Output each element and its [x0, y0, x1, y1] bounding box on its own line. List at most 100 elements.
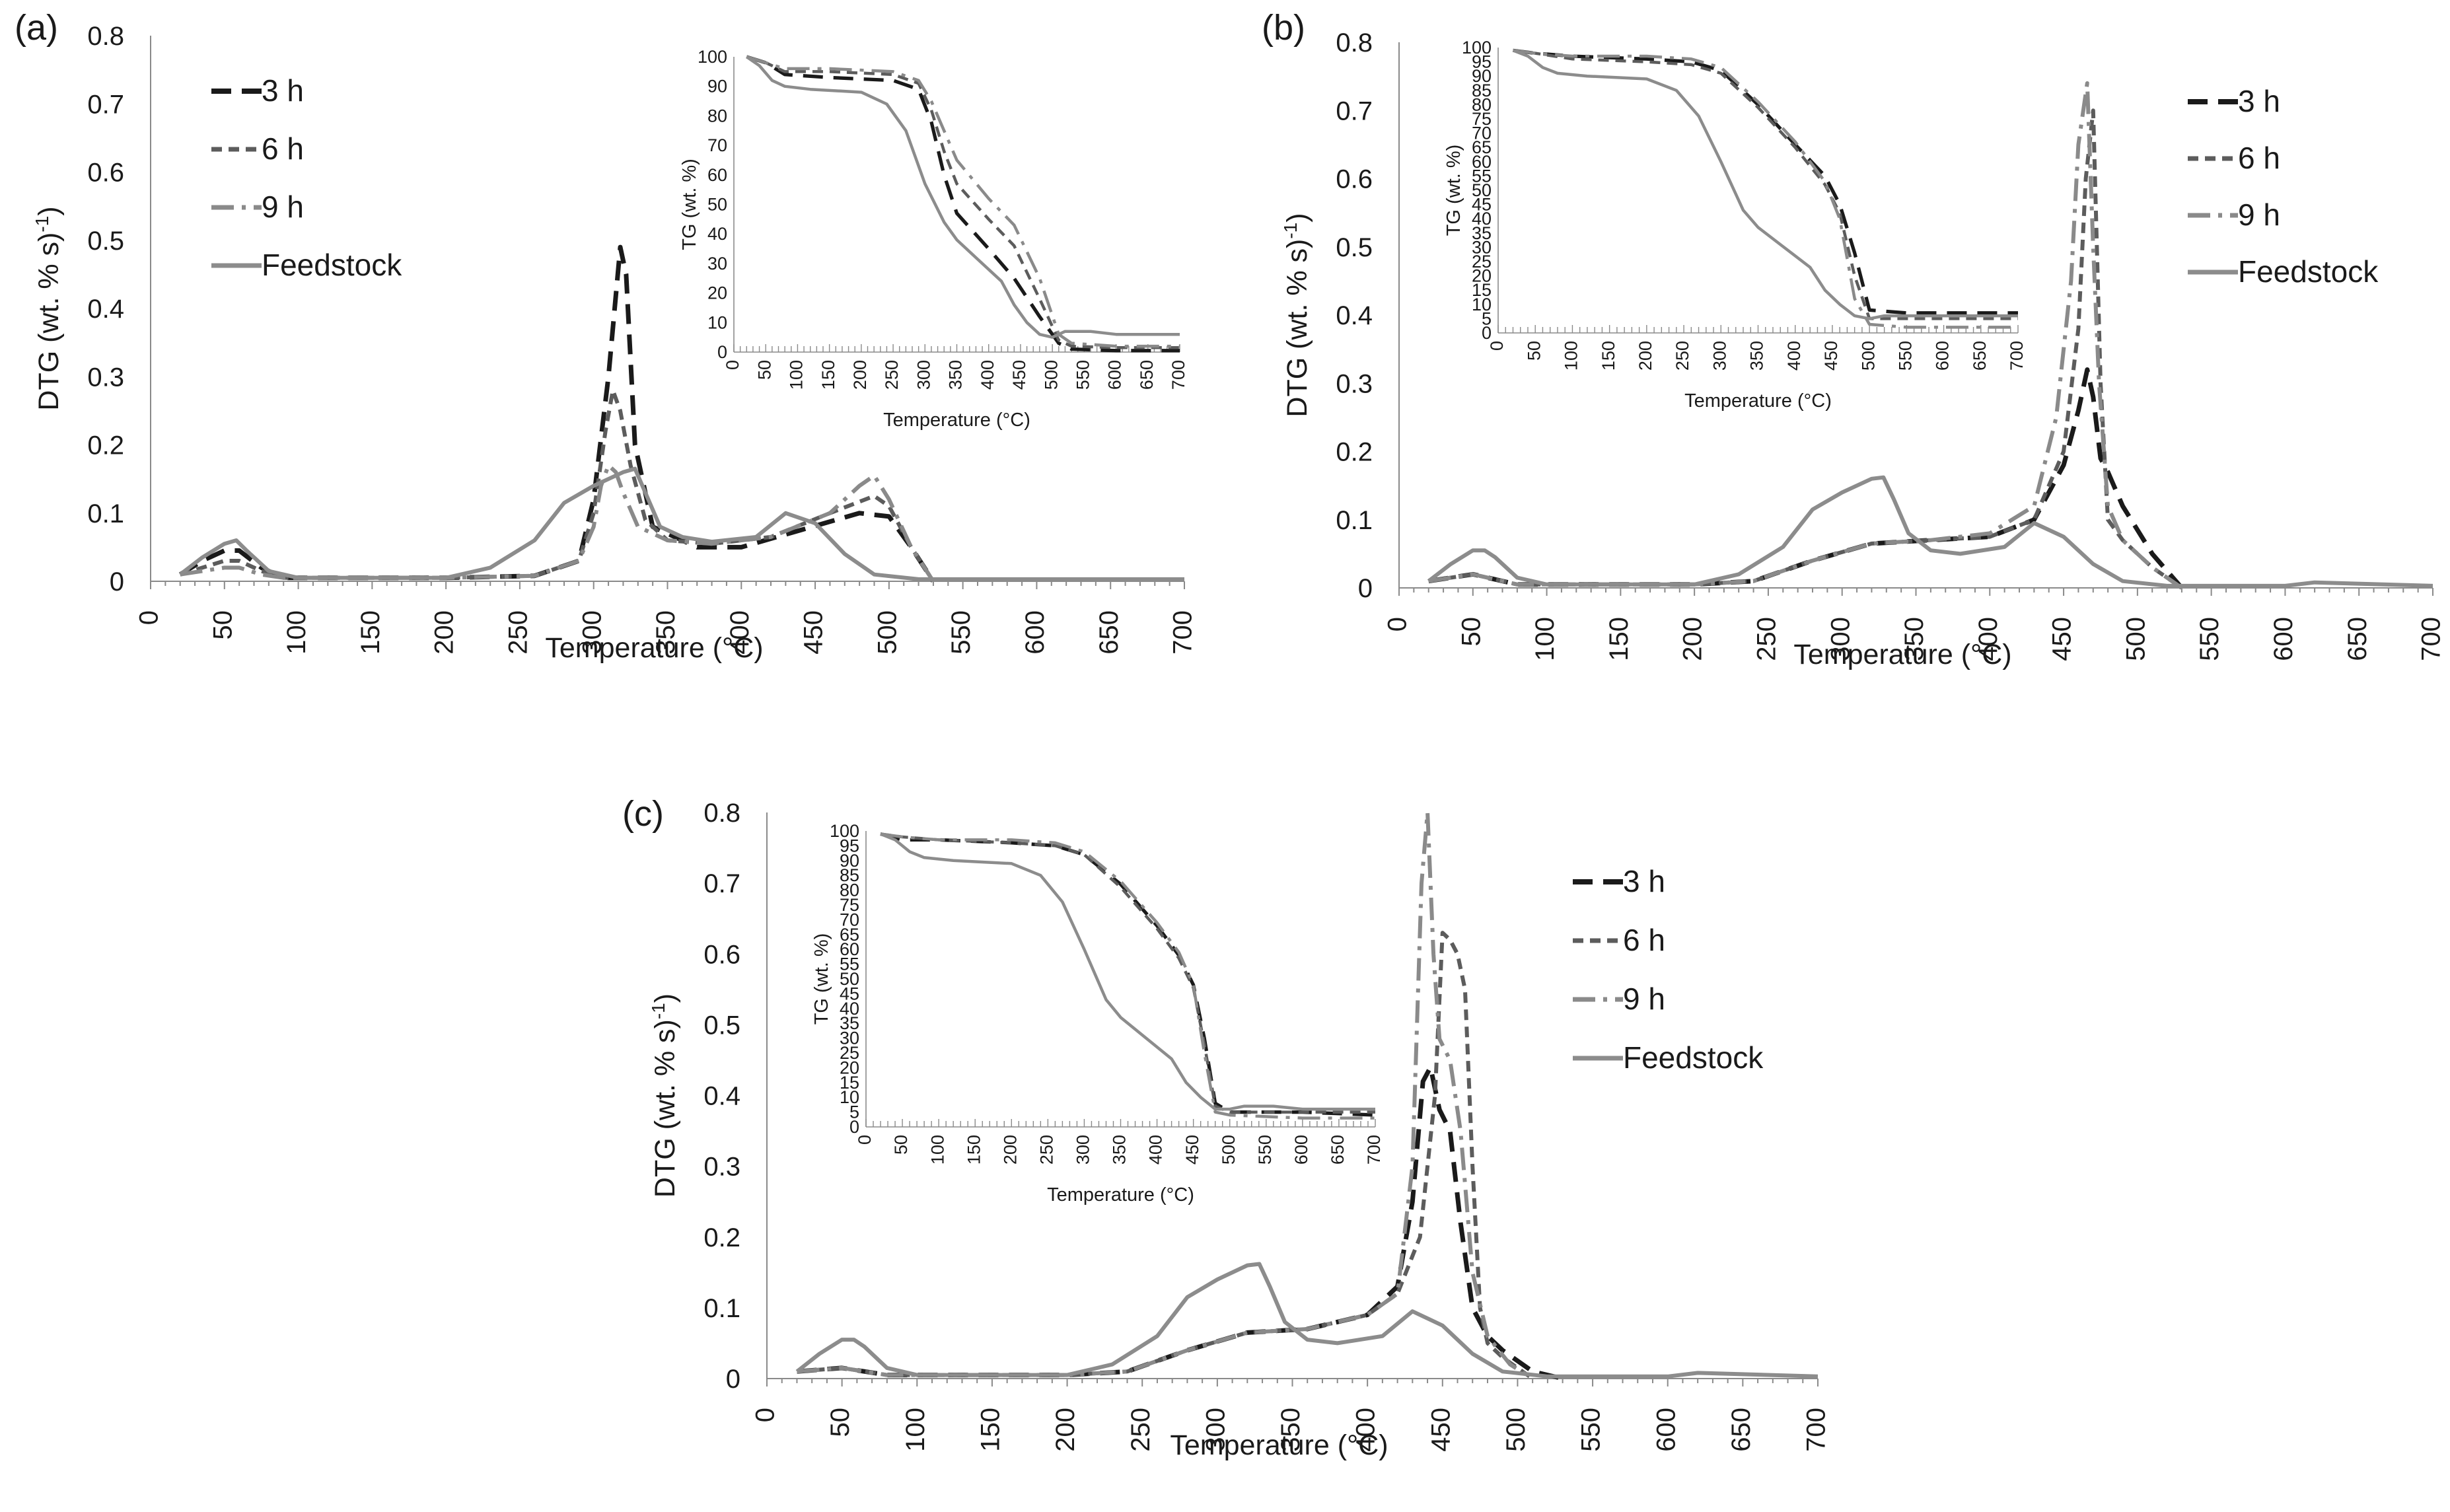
x-tick-label: 600 — [1651, 1408, 1680, 1452]
y-tick-label: 0.8 — [703, 799, 740, 828]
inset-y-tick-label: 55 — [1472, 166, 1492, 186]
legend-label-feedstock: Feedstock — [2238, 254, 2379, 289]
inset-y-tick-label: 85 — [840, 865, 859, 885]
y-tick-label: 0.4 — [1336, 301, 1373, 330]
inset-x-tick-label: 650 — [1970, 341, 1990, 371]
x-tick-label: 700 — [1169, 610, 1198, 655]
inset-x-tick-label: 200 — [850, 360, 870, 390]
inset-x-tick-label: 450 — [1182, 1135, 1202, 1165]
inset-y-tick-label: 30 — [840, 1028, 859, 1048]
inset-x-tick-label: 300 — [1710, 341, 1729, 371]
inset-y-tick-label: 70 — [707, 135, 727, 155]
y-tick-label: 0.6 — [703, 940, 740, 969]
legend-label-feedstock: Feedstock — [1623, 1040, 1764, 1075]
inset-x-tick-label: 600 — [1291, 1135, 1311, 1165]
inset-y-tick-label: 95 — [1472, 52, 1492, 72]
inset-y-tick-label: 5 — [849, 1102, 859, 1122]
inset-x-tick-label: 350 — [1110, 1135, 1130, 1165]
inset-y-axis-title: TG (wt. %) — [679, 159, 700, 250]
y-tick-label: 0.3 — [1336, 369, 1373, 398]
x-tick-label: 700 — [1802, 1408, 1831, 1452]
panel-b-series-3h — [1428, 367, 2184, 590]
inset-y-tick-label: 100 — [698, 47, 727, 67]
inset-x-tick-label: 100 — [927, 1135, 947, 1165]
inset-x-tick-label: 550 — [1895, 341, 1915, 371]
inset-y-tick-label: 0 — [717, 342, 727, 362]
x-tick-label: 600 — [2269, 617, 2298, 661]
inset-x-tick-label: 250 — [1036, 1135, 1056, 1165]
x-tick-label: 450 — [2048, 617, 2077, 661]
inset-y-tick-label: 95 — [840, 836, 859, 855]
panel-b-label: (b) — [1262, 8, 1305, 48]
x-tick-label: 100 — [901, 1408, 930, 1452]
y-tick-label: 0.4 — [87, 295, 124, 324]
inset-x-tick-label: 700 — [1169, 360, 1188, 390]
panel-c-legend: 3 h 6 h 9 h Feedstock — [1573, 864, 1764, 1075]
x-tick-label: 450 — [1426, 1408, 1455, 1452]
inset-y-tick-label: 40 — [840, 999, 859, 1019]
legend-label-feedstock: Feedstock — [262, 248, 402, 282]
panel-b-inset-series-feedstock — [1512, 49, 2018, 320]
x-tick-label: 550 — [947, 610, 976, 655]
y-tick-label: 0.2 — [1336, 438, 1373, 467]
legend-label-6h: 6 h — [2238, 141, 2280, 175]
x-tick-label: 150 — [1604, 617, 1634, 661]
inset-x-tick-label: 150 — [1599, 341, 1618, 371]
inset-background — [674, 44, 1193, 435]
panel-c-series-feedstock — [795, 1262, 1819, 1379]
panel-b-series-9h — [1428, 81, 2183, 590]
inset-x-axis-title: Temperature (°C) — [1047, 1184, 1194, 1206]
panel-b-inset-plot: 0510152025303540455055606570758085909510… — [1439, 34, 2031, 415]
inset-x-tick-label: 200 — [1000, 1135, 1020, 1165]
panel-a-inset-series-6h — [746, 55, 1180, 349]
inset-x-tick-label: 50 — [754, 360, 774, 380]
y-tick-label: 0 — [110, 567, 124, 596]
panel-a-label: (a) — [15, 8, 58, 48]
panel-b-inset-series-9h — [1513, 49, 2018, 329]
y-tick-label: 0.7 — [703, 869, 740, 898]
x-tick-label: 200 — [1678, 617, 1708, 661]
panel-c-label: (c) — [622, 794, 664, 834]
panel-b-inset-series-3h — [1513, 48, 2018, 315]
x-tick-label: 650 — [2343, 617, 2372, 661]
inset-x-tick-label: 250 — [882, 360, 902, 390]
x-tick-label: 550 — [1577, 1408, 1606, 1452]
panel-c-inset-series-9h — [880, 832, 1375, 1120]
inset-y-tick-label: 50 — [840, 969, 859, 989]
x-tick-label: 500 — [1501, 1408, 1531, 1452]
inset-x-tick-label: 550 — [1073, 360, 1093, 390]
y-tick-label: 0.4 — [703, 1082, 740, 1111]
y-tick-label: 0.3 — [87, 363, 124, 392]
inset-y-tick-label: 75 — [1472, 109, 1492, 129]
inset-y-tick-label: 20 — [707, 283, 727, 303]
x-tick-label: 650 — [1095, 610, 1124, 655]
inset-y-tick-label: 70 — [1472, 124, 1492, 143]
inset-x-tick-label: 400 — [1146, 1135, 1166, 1165]
inset-y-tick-label: 100 — [830, 821, 859, 841]
x-tick-label: 700 — [2417, 617, 2446, 661]
inset-x-tick-label: 0 — [1487, 341, 1507, 351]
x-tick-label: 100 — [1531, 617, 1560, 661]
panel-a: (a)00.10.20.30.40.50.60.70.80 50 100 150 200… — [15, 8, 1198, 664]
x-tick-label: 200 — [430, 610, 459, 655]
inset-y-tick-label: 35 — [1472, 223, 1492, 243]
inset-y-tick-label: 30 — [707, 254, 727, 273]
panel-a-inset-series-3h — [746, 55, 1180, 353]
y-tick-label: 0.3 — [703, 1153, 740, 1182]
inset-y-tick-label: 80 — [707, 106, 727, 126]
x-tick-label: 150 — [976, 1408, 1005, 1452]
inset-y-tick-label: 70 — [840, 910, 859, 929]
inset-y-tick-label: 10 — [840, 1087, 859, 1107]
inset-x-tick-label: 150 — [964, 1135, 984, 1165]
panel-c-inset-series-6h — [880, 832, 1375, 1114]
x-tick-label: 350 — [1276, 1408, 1305, 1452]
inset-x-tick-label: 200 — [1636, 341, 1655, 371]
inset-y-tick-label: 5 — [1482, 308, 1492, 328]
inset-y-tick-label: 50 — [1472, 180, 1492, 200]
inset-x-tick-label: 650 — [1137, 360, 1157, 390]
inset-x-axis-title: Temperature (°C) — [1684, 390, 1832, 412]
inset-y-tick-label: 45 — [840, 984, 859, 1003]
legend-label-6h: 6 h — [1623, 923, 1665, 957]
y-tick-label: 0 — [1358, 574, 1373, 603]
